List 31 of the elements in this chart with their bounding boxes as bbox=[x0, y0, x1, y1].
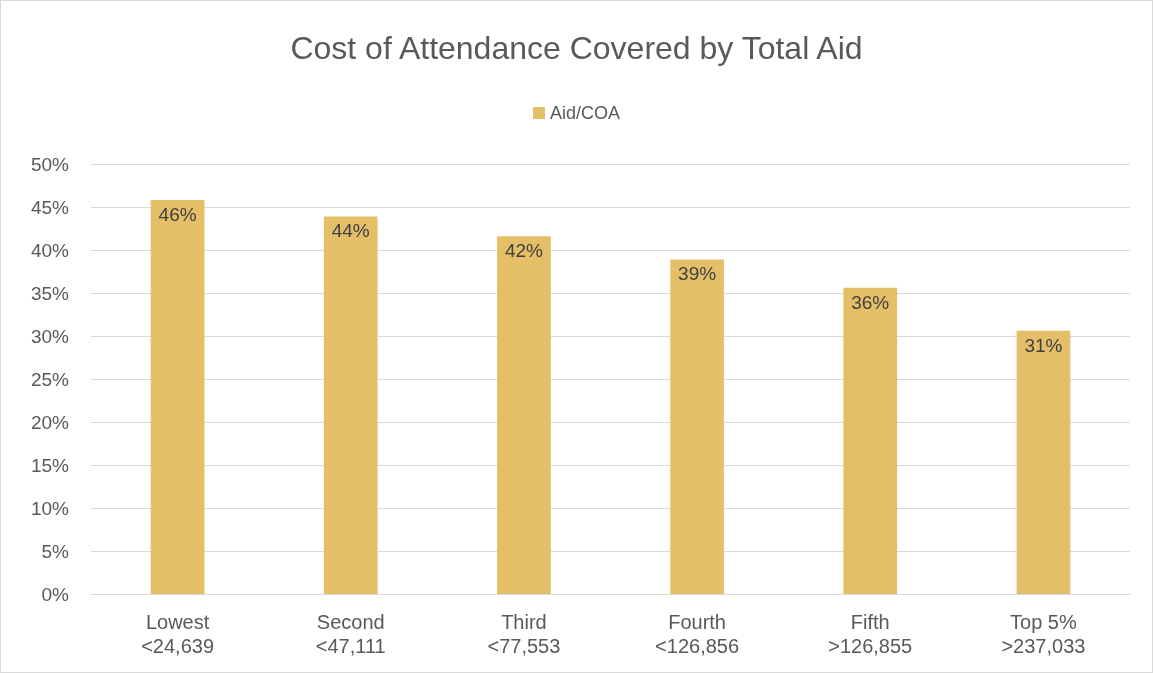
y-tick-label: 45% bbox=[30, 196, 70, 218]
bar bbox=[150, 200, 205, 594]
data-label: 46% bbox=[158, 204, 197, 226]
y-tick-label: 25% bbox=[30, 368, 70, 390]
y-tick-label: 30% bbox=[30, 325, 70, 347]
data-label: 42% bbox=[504, 240, 544, 262]
legend-label: Aid/COA bbox=[549, 103, 621, 123]
y-tick-label: 40% bbox=[30, 239, 70, 261]
bar bbox=[1016, 330, 1071, 594]
data-label: 36% bbox=[851, 291, 890, 313]
y-tick-label: 10% bbox=[30, 497, 70, 519]
bar bbox=[323, 216, 378, 594]
x-tick-label: Third <77,553 bbox=[487, 611, 561, 657]
bar bbox=[670, 259, 724, 594]
x-tick-label: Lowest <24,639 bbox=[141, 611, 215, 657]
data-label: 44% bbox=[331, 220, 370, 242]
x-tick-label: Second <47,111 bbox=[315, 611, 386, 657]
x-tick-label: Fourth <126,856 bbox=[655, 611, 740, 657]
bar bbox=[843, 287, 898, 594]
y-tick-label: 50% bbox=[30, 153, 70, 175]
data-label: 39% bbox=[678, 263, 717, 285]
x-tick-label: Fifth >126,855 bbox=[828, 611, 913, 657]
bar bbox=[497, 236, 551, 594]
y-tick-label: 20% bbox=[30, 411, 70, 433]
data-label: 31% bbox=[1024, 334, 1063, 356]
y-tick-label: 15% bbox=[30, 454, 70, 476]
y-tick-label: 0% bbox=[41, 583, 70, 605]
x-tick-label: Top 5% >237,033 bbox=[1001, 611, 1086, 657]
y-tick-label: 5% bbox=[41, 540, 70, 562]
y-tick-label: 35% bbox=[30, 282, 70, 304]
chart-title: Cost of Attendance Covered by Total Aid bbox=[290, 30, 863, 66]
